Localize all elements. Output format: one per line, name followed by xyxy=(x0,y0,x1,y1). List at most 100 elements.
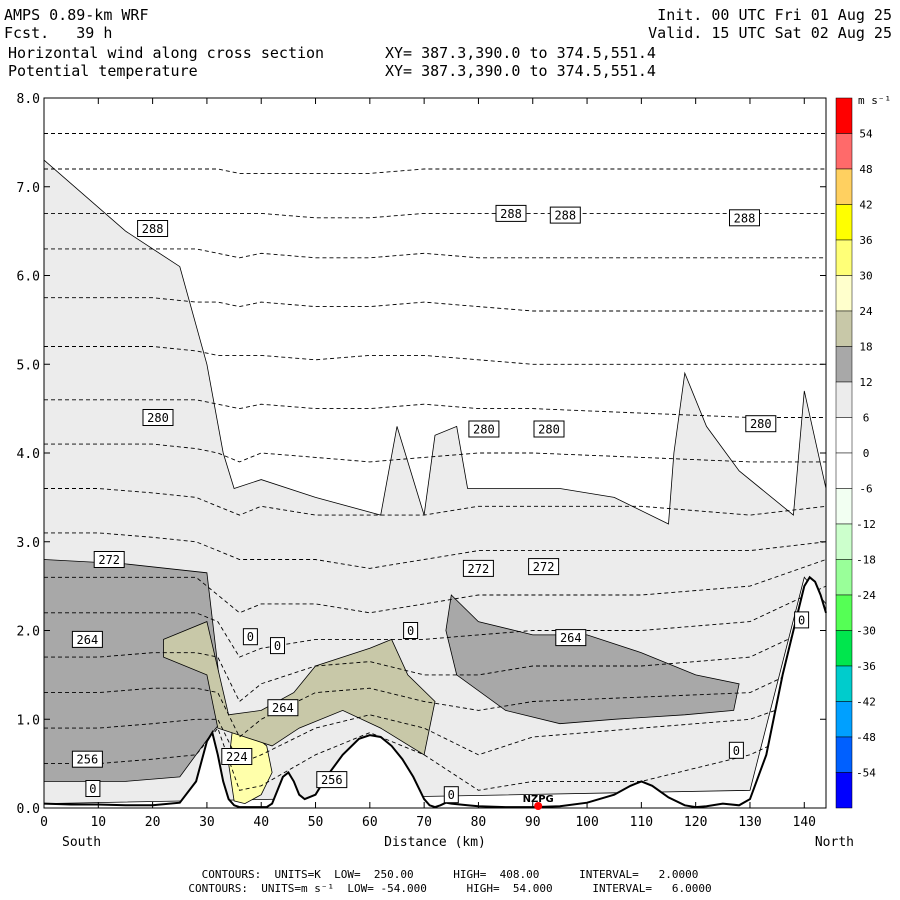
colorbar-swatch xyxy=(835,559,853,596)
contour-label-box xyxy=(794,611,810,629)
contour-label-box xyxy=(242,628,258,646)
x-tick-label: 110 xyxy=(630,815,653,830)
contour-label-box xyxy=(71,750,103,768)
contour-label-box xyxy=(462,559,494,577)
contour-label-text: 288 xyxy=(142,222,164,236)
contour-label: 224 xyxy=(221,748,253,765)
x-end-label-right: North xyxy=(815,835,854,850)
colorbar-unit: m s⁻¹ xyxy=(858,94,891,107)
contour-label-box xyxy=(549,206,581,224)
wind-speed-shading xyxy=(43,159,827,805)
contour-label-box xyxy=(93,551,125,568)
contour-label-text: 256 xyxy=(321,773,343,787)
contour-label-text: 280 xyxy=(147,411,169,425)
colorbar-swatch xyxy=(835,630,853,667)
contour-label: 288 xyxy=(495,204,527,222)
y-axis: 0.0 1.0 2.0 3.0 4.0 5.0 6.0 7.0 8.0 xyxy=(17,92,826,817)
contour-label: 0 xyxy=(728,741,744,759)
colorbar-level-label: -18 xyxy=(856,554,876,567)
colorbar-level-label: 42 xyxy=(859,199,872,212)
colorbar-swatch xyxy=(835,97,853,134)
colorbar-swatch xyxy=(835,204,853,241)
x-tick-label: 60 xyxy=(362,815,378,830)
field-name-wind: Horizontal wind along cross section xyxy=(8,44,325,62)
contour-label-text: 288 xyxy=(554,209,576,223)
x-tick-label: 90 xyxy=(525,815,541,830)
theta-contour-line xyxy=(44,532,827,569)
contour-labels: 288 288 288 288 280 280 280 280 272 272 272 264 264 2… xyxy=(71,204,810,804)
colorbar-swatch xyxy=(835,594,853,631)
colorbar-level-label: 24 xyxy=(859,305,873,318)
colorbar-level-label: 0 xyxy=(863,447,870,460)
contour-label-text: 272 xyxy=(468,562,490,576)
colorbar-level-label: -36 xyxy=(856,660,876,673)
contour-label-box xyxy=(443,786,459,804)
colorbar-level-label: -42 xyxy=(856,696,876,709)
theta-contour-line xyxy=(44,621,827,703)
terrain-profile xyxy=(43,575,827,809)
theta-contour-line xyxy=(44,559,827,614)
contour-label: 0 xyxy=(403,622,419,639)
contour-label-text: 272 xyxy=(98,553,120,567)
y-tick-label: 8.0 xyxy=(17,92,40,107)
contour-label: 0 xyxy=(270,637,285,655)
x-axis-label: Distance (km) xyxy=(384,835,486,850)
x-end-label-left: South xyxy=(62,835,101,850)
theta-contour-line xyxy=(44,443,826,463)
colorbar-level-label: -24 xyxy=(856,589,876,602)
colorbar-swatch xyxy=(835,346,853,383)
contour-label-box xyxy=(495,204,527,222)
valid-time: Valid. 15 UTC Sat 02 Aug 25 xyxy=(648,24,892,42)
x-tick-label: 130 xyxy=(738,815,761,830)
contour-label-box xyxy=(533,420,565,438)
colorbar-swatch xyxy=(835,488,853,525)
colorbar-swatch xyxy=(835,417,853,454)
y-tick-label: 3.0 xyxy=(17,536,40,551)
colorbar-level-label: -54 xyxy=(856,767,876,780)
contour-label-text: 0 xyxy=(247,630,254,644)
colorbar-swatch xyxy=(835,523,853,560)
colorbar-level-label: -48 xyxy=(856,731,876,744)
contour-label: 264 xyxy=(71,630,103,648)
contour-label-text: 264 xyxy=(77,633,99,647)
colorbar-swatch xyxy=(835,168,853,205)
x-tick-label: 50 xyxy=(308,815,324,830)
x-tick-label: 140 xyxy=(793,815,816,830)
colorbar-level-label: 12 xyxy=(859,376,872,389)
contour-label: 0 xyxy=(242,628,258,646)
contour-label-box xyxy=(745,415,777,433)
x-tick-label: 100 xyxy=(575,815,598,830)
colorbar-level-label: -6 xyxy=(859,483,872,496)
contour-label: 256 xyxy=(71,750,103,768)
colorbar-level-label: -12 xyxy=(856,518,876,531)
model-title: AMPS 0.89-km WRF xyxy=(4,6,149,24)
theta-contour-line xyxy=(44,656,827,738)
theta-contour-line xyxy=(44,488,827,516)
contour-label-box xyxy=(85,780,101,797)
colorbar-level-label: 48 xyxy=(859,163,872,176)
contour-label-text: 224 xyxy=(226,750,248,764)
colorbar-swatch xyxy=(835,772,853,809)
cross-section-coords-2: XY= 387.3,390.0 to 374.5,551.4 xyxy=(385,62,656,80)
y-tick-label: 0.0 xyxy=(17,802,40,817)
contour-label: 256 xyxy=(316,771,348,789)
colorbar-swatch xyxy=(835,275,853,312)
x-tick-label: 10 xyxy=(90,815,106,830)
contour-label-box xyxy=(316,771,348,789)
contour-label-text: 0 xyxy=(798,613,805,627)
terrain-line xyxy=(43,575,827,809)
y-tick-label: 2.0 xyxy=(17,625,40,640)
colorbar-swatch xyxy=(835,736,853,773)
station-marker: NZPG xyxy=(523,794,554,810)
colorbar-swatch xyxy=(835,381,853,418)
y-tick-label: 1.0 xyxy=(17,713,40,728)
theta-contour-line xyxy=(44,399,826,418)
theta-contour-line xyxy=(44,168,826,174)
contour-label-text: 264 xyxy=(272,701,294,715)
wind-shade-region xyxy=(163,621,436,756)
colorbar-level-label: 30 xyxy=(859,270,872,283)
forecast-hour: Fcst. 39 h xyxy=(4,24,113,42)
colorbar-swatch xyxy=(835,665,853,702)
